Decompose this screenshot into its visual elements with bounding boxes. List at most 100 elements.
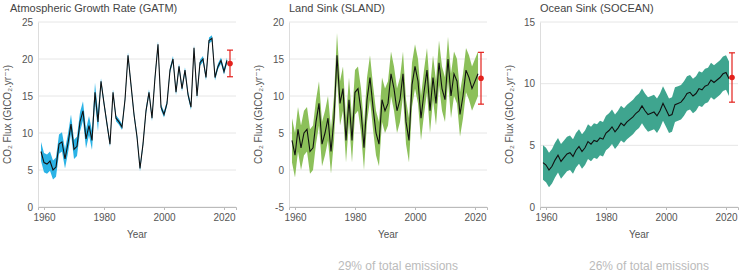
- y-tick-label: 15: [524, 17, 536, 28]
- y-axis-line: [540, 23, 541, 208]
- x-tick-label: 1960: [284, 212, 307, 223]
- y-tick: 10: [273, 91, 289, 102]
- y-tick: 5: [529, 140, 540, 151]
- y-tick: 5: [27, 165, 38, 176]
- x-tick-mark: [475, 207, 476, 210]
- grid-line: [289, 59, 487, 60]
- grid-line: [38, 22, 236, 23]
- x-tick-label: 1980: [595, 212, 618, 223]
- x-tick-label: 2000: [655, 212, 678, 223]
- y-tick-label: 15: [22, 91, 34, 102]
- uncertainty-band: [41, 35, 227, 179]
- x-tick-mark: [355, 207, 356, 210]
- y-tick-label: 20: [22, 54, 34, 65]
- y-tick: 25: [22, 17, 38, 28]
- panel: 0 5 10 15 1960 1980 2000 2020 Ocean Sink (SOCEAN…: [504, 2, 739, 273]
- y-tick-label: 10: [22, 128, 34, 139]
- x-axis: 1960 1980 2000 2020: [284, 207, 487, 223]
- y-tick: 0: [278, 165, 289, 176]
- grid-line: [289, 170, 487, 171]
- y-tick: 15: [524, 17, 540, 28]
- grid: [38, 22, 236, 207]
- plot-area: [41, 35, 233, 179]
- projection-point: [227, 61, 233, 67]
- x-axis: 1960 1980 2000 2020: [535, 207, 738, 223]
- y-axis: 0 5 10 15 20 25: [22, 17, 39, 213]
- chart-title: Ocean Sink (SOCEAN): [540, 2, 654, 14]
- panel: -5051015201960198020002020Land Sink (SLA…: [253, 2, 488, 273]
- y-axis-title: CO₂ Flux (GtCO₂.yr⁻¹): [2, 65, 13, 164]
- x-tick-mark: [104, 207, 105, 210]
- y-tick-label: 25: [22, 17, 34, 28]
- x-tick: 2020: [213, 207, 236, 223]
- y-tick: 20: [22, 54, 38, 65]
- x-tick-mark: [415, 207, 416, 210]
- x-axis-line: [541, 208, 739, 211]
- y-tick-label: 15: [273, 54, 285, 65]
- y-tick: 10: [22, 128, 38, 139]
- annotation: 26% of total emissions: [589, 259, 709, 273]
- y-tick-label: 5: [27, 165, 33, 176]
- error-cap: [227, 76, 233, 77]
- chart-title: Atmospheric Growth Rate (GATM): [10, 2, 177, 14]
- x-tick: 2000: [404, 207, 427, 223]
- grid-line: [38, 59, 236, 60]
- y-axis: -5 0 5 10 15 20: [273, 17, 290, 213]
- x-axis-line: [290, 208, 488, 211]
- grid-line: [289, 22, 487, 23]
- annotation: 29% of total emissions: [338, 259, 458, 273]
- x-axis-title: Year: [629, 229, 650, 240]
- x-tick-label: 1960: [33, 212, 56, 223]
- series-line: [543, 73, 729, 170]
- uncertainty-band: [543, 55, 729, 187]
- y-tick-label: 10: [524, 78, 536, 89]
- error-cap: [478, 52, 484, 53]
- x-tick-label: 2000: [153, 212, 176, 223]
- y-tick-label: -5: [275, 202, 284, 213]
- y-tick: 15: [273, 54, 289, 65]
- x-tick-mark: [726, 207, 727, 210]
- x-tick: 2000: [655, 207, 678, 223]
- x-tick-mark: [666, 207, 667, 210]
- grid-line: [540, 22, 738, 23]
- x-tick: 1960: [33, 207, 56, 223]
- y-tick-label: 0: [529, 202, 535, 213]
- y-tick-label: 0: [278, 165, 284, 176]
- x-tick-mark: [606, 207, 607, 210]
- x-tick-label: 1980: [93, 212, 116, 223]
- x-tick-mark: [224, 207, 225, 210]
- x-tick: 1980: [595, 207, 618, 223]
- x-tick-label: 2000: [404, 212, 427, 223]
- y-tick-label: 5: [529, 140, 535, 151]
- y-tick-label: 10: [273, 91, 285, 102]
- x-tick: 1980: [93, 207, 116, 223]
- y-axis-title: CO₂ Flux (GtCO₂.yr⁻¹): [504, 65, 515, 164]
- error-cap: [227, 50, 233, 51]
- y-tick-label: 20: [273, 17, 285, 28]
- y-axis-line: [38, 23, 39, 208]
- x-tick: 1980: [344, 207, 367, 223]
- y-tick: 0: [27, 202, 38, 213]
- grid: [540, 22, 738, 207]
- x-tick-label: 1960: [535, 212, 558, 223]
- y-tick: 5: [278, 128, 289, 139]
- y-axis-title: CO₂ Flux (GtCO₂.yr⁻¹): [253, 65, 264, 164]
- x-tick: 1960: [535, 207, 558, 223]
- x-tick-mark: [546, 207, 547, 210]
- x-axis: 1960 1980 2000 2020: [33, 207, 236, 223]
- x-tick-label: 1980: [344, 212, 367, 223]
- x-tick: 2020: [464, 207, 487, 223]
- y-tick-label: 0: [27, 202, 33, 213]
- plot-area: [543, 53, 735, 187]
- figure: 05101520251960198020002020Atmospheric Gr…: [0, 0, 754, 280]
- error-cap: [478, 104, 484, 105]
- x-axis-title: Year: [127, 229, 148, 240]
- uncertainty-band: [292, 33, 478, 177]
- series-line: [292, 55, 478, 155]
- x-tick: 2020: [715, 207, 738, 223]
- y-tick: 20: [273, 17, 289, 28]
- series-line: [41, 38, 227, 170]
- x-tick-mark: [164, 207, 165, 210]
- y-axis-line: [289, 23, 290, 208]
- y-axis: 0 5 10 15: [524, 17, 541, 213]
